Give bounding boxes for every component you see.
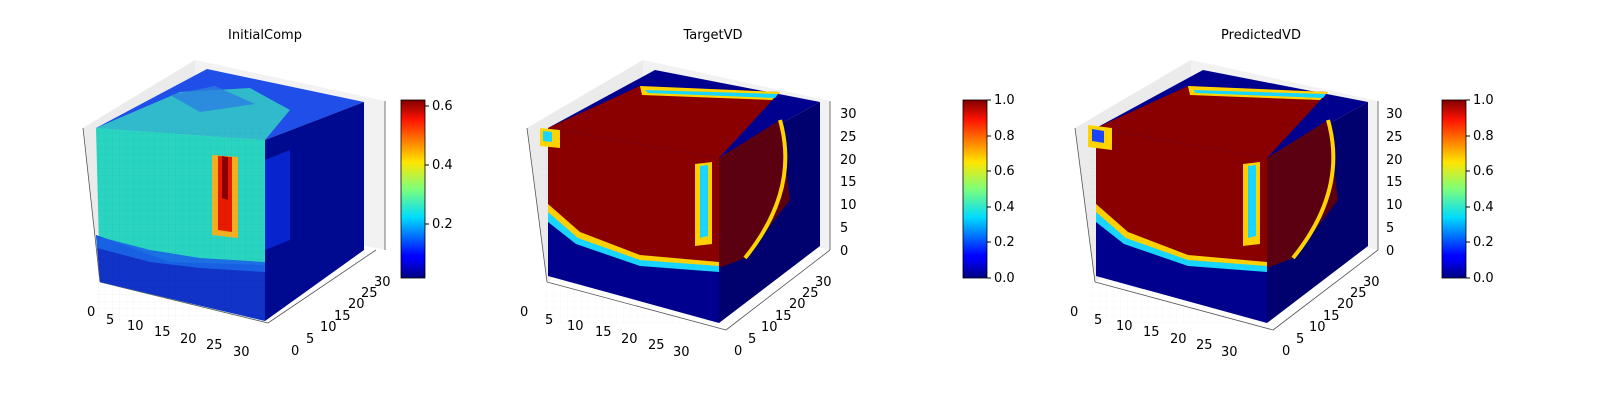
colorbar: 0.0 0.2 0.4 0.6 0.8 1.0	[1441, 93, 1494, 286]
tick-label: 0	[520, 305, 528, 320]
tick-label: 20	[840, 153, 857, 168]
tick-label: 0	[1282, 344, 1290, 359]
tick-label: 15	[1386, 175, 1403, 190]
tick-label: 0	[734, 344, 742, 359]
colorbar-tick-label: 0.4	[432, 158, 453, 173]
tick-label: 30	[1386, 107, 1403, 122]
axis-x-ticks: 0 5 10 15 20 25 30	[520, 305, 690, 360]
colorbar-tick-label: 0.4	[994, 200, 1015, 215]
tick-label: 10	[127, 319, 144, 334]
axis-x-ticks: 0 5 10 15 20 25 30	[87, 305, 250, 360]
axis-y-ticks: 0 5 10 15 20 25 30	[1282, 275, 1380, 359]
axis-z-ticks: 0 5 10 15 20 25 30	[840, 107, 857, 259]
colorbar-tick-label: 0.0	[994, 271, 1015, 286]
tick-label: 5	[840, 221, 848, 236]
tick-label: 30	[815, 275, 832, 290]
panel-initialcomp: InitialComp 0	[82, 28, 453, 360]
tick-label: 10	[320, 320, 337, 335]
colorbar-tick-label: 0.2	[994, 235, 1015, 250]
tick-label: 25	[1386, 130, 1403, 145]
tick-label: 5	[1386, 221, 1394, 236]
tick-label: 25	[802, 286, 819, 301]
tick-label: 30	[1363, 275, 1380, 290]
panel-predictedvd: PredictedVD	[1070, 28, 1494, 360]
tick-label: 10	[840, 198, 857, 213]
colorbar-tick-label: 0.2	[1473, 235, 1494, 250]
colorbar-gradient	[962, 99, 988, 279]
colorbar-tick-label: 0.8	[1473, 129, 1494, 144]
tick-label: 15	[1143, 325, 1160, 340]
tick-label: 15	[595, 325, 612, 340]
colorbar-gradient	[400, 99, 426, 279]
tick-label: 25	[206, 338, 223, 353]
tick-label: 30	[673, 345, 690, 360]
tick-label: 5	[1296, 332, 1304, 347]
panel-targetvd: TargetVD 0	[520, 28, 1015, 360]
tick-label: 0	[1070, 305, 1078, 320]
tick-label: 15	[1323, 309, 1340, 324]
chart-title: InitialComp	[228, 28, 302, 43]
tick-label: 0	[1386, 244, 1394, 259]
tick-label: 10	[761, 320, 778, 335]
tick-label: 25	[1350, 286, 1367, 301]
colorbar-tick-label: 0.2	[432, 217, 453, 232]
axis-x-ticks: 0 5 10 15 20 25 30	[1070, 305, 1238, 360]
colorbar-tick-label: 0.0	[1473, 271, 1494, 286]
tick-label: 15	[775, 309, 792, 324]
axis-y-ticks: 0 5 10 15 20 25 30	[734, 275, 832, 359]
tick-label: 25	[648, 338, 665, 353]
colorbar-tick-label: 0.4	[1473, 200, 1494, 215]
colorbar-gradient	[1441, 99, 1467, 279]
tick-label: 0	[291, 344, 299, 359]
tick-label: 5	[748, 332, 756, 347]
tick-label: 15	[154, 325, 171, 340]
tick-label: 30	[1221, 345, 1238, 360]
colorbar-tick-label: 0.6	[994, 164, 1015, 179]
tick-label: 15	[334, 309, 351, 324]
tick-label: 25	[1196, 338, 1213, 353]
tick-label: 10	[1386, 198, 1403, 213]
tick-label: 20	[348, 297, 365, 312]
voxel-cube	[1088, 70, 1368, 323]
tick-label: 0	[87, 305, 95, 320]
chart-title: PredictedVD	[1221, 28, 1301, 43]
colorbar-tick-label: 0.6	[1473, 164, 1494, 179]
colorbar-tick-label: 0.6	[432, 99, 453, 114]
tick-label: 20	[621, 332, 638, 347]
tick-label: 25	[840, 130, 857, 145]
tick-label: 20	[789, 297, 806, 312]
axis-y-ticks: 0 5 10 15 20 25 30	[291, 275, 391, 359]
tick-label: 5	[1094, 313, 1102, 328]
colorbar: 0.2 0.4 0.6	[400, 99, 453, 279]
tick-label: 5	[306, 332, 314, 347]
voxel-cube	[540, 70, 820, 323]
colorbar: 0.0 0.2 0.4 0.6 0.8 1.0	[962, 93, 1015, 286]
voxel-cube	[96, 69, 364, 321]
tick-label: 30	[233, 345, 250, 360]
tick-label: 20	[1170, 332, 1187, 347]
tick-label: 20	[180, 332, 197, 347]
tick-label: 10	[1309, 320, 1326, 335]
tick-label: 5	[545, 313, 553, 328]
tick-label: 10	[567, 319, 584, 334]
tick-label: 10	[1116, 319, 1133, 334]
colorbar-tick-label: 1.0	[1473, 93, 1494, 108]
tick-label: 15	[840, 175, 857, 190]
tick-label: 5	[106, 313, 114, 328]
axis-z-ticks: 0 5 10 15 20 25 30	[1386, 107, 1403, 259]
tick-label: 20	[1337, 297, 1354, 312]
chart-title: TargetVD	[682, 28, 742, 43]
tick-label: 25	[361, 286, 378, 301]
tick-label: 0	[840, 244, 848, 259]
tick-label: 20	[1386, 153, 1403, 168]
tick-label: 30	[840, 107, 857, 122]
colorbar-tick-label: 1.0	[994, 93, 1015, 108]
colorbar-tick-label: 0.8	[994, 129, 1015, 144]
tick-label: 30	[374, 275, 391, 290]
